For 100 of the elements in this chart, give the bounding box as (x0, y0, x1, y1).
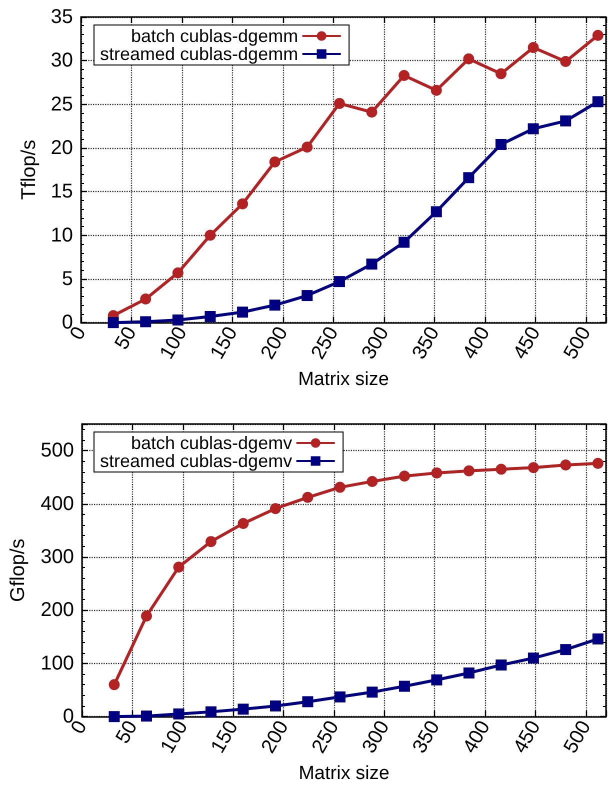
y-tick-label: 15 (50, 180, 73, 203)
point (398, 680, 410, 692)
x-tick-label: 150 (206, 323, 242, 363)
point (366, 258, 378, 270)
point (366, 106, 378, 118)
point (560, 115, 572, 126)
point (238, 518, 249, 529)
point (592, 633, 604, 644)
x-tick-label: 100 (156, 717, 192, 757)
point (366, 476, 378, 487)
x-tick-label: 350 (408, 717, 444, 757)
x-axis-title: Matrix size (298, 763, 390, 784)
point (302, 492, 314, 503)
point (430, 206, 442, 218)
y-tick-label: 10 (50, 224, 73, 246)
point (560, 459, 572, 470)
point (496, 68, 506, 80)
point (172, 314, 184, 326)
x-tick-label: 400 (458, 717, 495, 757)
point (108, 711, 120, 722)
point (204, 310, 216, 322)
point (140, 316, 152, 328)
point (172, 267, 184, 278)
point (592, 96, 604, 108)
point (302, 696, 314, 708)
point (302, 142, 313, 153)
point (334, 691, 346, 702)
point (592, 458, 604, 469)
point (463, 172, 474, 184)
point (334, 482, 346, 493)
x-tick-label: 500 (560, 717, 596, 757)
point (238, 704, 249, 715)
point (140, 294, 152, 305)
x-tick-label: 450 (509, 323, 545, 363)
point (141, 610, 152, 622)
point (270, 700, 281, 712)
point (463, 465, 474, 476)
point (528, 462, 539, 474)
point (560, 644, 572, 656)
y-tick-label: 400 (40, 492, 74, 515)
x-tick-label: 450 (509, 717, 545, 757)
y-axis-title: Gflop/s (7, 538, 29, 602)
point (237, 306, 248, 318)
point (528, 123, 539, 134)
point (496, 138, 506, 150)
point (560, 56, 572, 68)
x-axis-title: Matrix size (298, 369, 389, 390)
legend-label: batch cublas-dgemm (130, 26, 298, 46)
point (237, 198, 248, 210)
point (528, 42, 539, 54)
point (205, 536, 216, 548)
x-tick-label: 500 (560, 323, 596, 363)
legend-label: batch cublas-dgemv (130, 433, 292, 453)
y-tick-label: 20 (50, 136, 73, 159)
y-tick-label: 30 (50, 50, 73, 72)
y-tick-label: 200 (40, 599, 74, 622)
point (173, 708, 184, 720)
point (108, 679, 120, 690)
x-tick-label: 50 (110, 323, 142, 354)
point (592, 30, 604, 41)
x-tick-label: 100 (156, 323, 192, 363)
point (496, 464, 507, 475)
x-tick-label: 400 (458, 323, 494, 363)
x-tick-label: 150 (206, 717, 243, 757)
point (270, 503, 281, 514)
point (430, 84, 442, 96)
point (398, 236, 410, 248)
y-tick-label: 500 (40, 440, 74, 462)
point (140, 710, 152, 722)
x-tick-label: 50 (112, 717, 142, 748)
x-tick-label: 250 (307, 323, 343, 363)
y-tick-label: 300 (40, 546, 74, 568)
point (528, 652, 539, 664)
y-tick-label: 35 (50, 6, 73, 28)
x-tick-label: 350 (408, 323, 444, 363)
point (431, 674, 442, 686)
y-axis-title: Tflop/s (18, 140, 40, 200)
point (366, 686, 378, 698)
point (496, 660, 507, 670)
y-tick-label: 100 (40, 652, 74, 674)
point (204, 230, 216, 241)
y-tick-label: 25 (50, 93, 73, 116)
point (269, 156, 280, 168)
point (334, 98, 345, 109)
point (334, 276, 345, 288)
point (302, 290, 313, 302)
point (431, 467, 442, 478)
point (398, 70, 410, 81)
point (173, 562, 184, 573)
point (463, 667, 474, 678)
x-tick-label: 200 (256, 323, 292, 363)
point (269, 300, 280, 311)
y-tick-label: 5 (62, 268, 73, 290)
x-tick-label: 300 (358, 717, 394, 757)
point (205, 706, 216, 718)
x-tick-label: 300 (358, 323, 394, 363)
x-tick-label: 200 (257, 717, 294, 757)
point (108, 317, 119, 328)
point (463, 53, 474, 64)
x-tick-label: 250 (308, 717, 344, 757)
